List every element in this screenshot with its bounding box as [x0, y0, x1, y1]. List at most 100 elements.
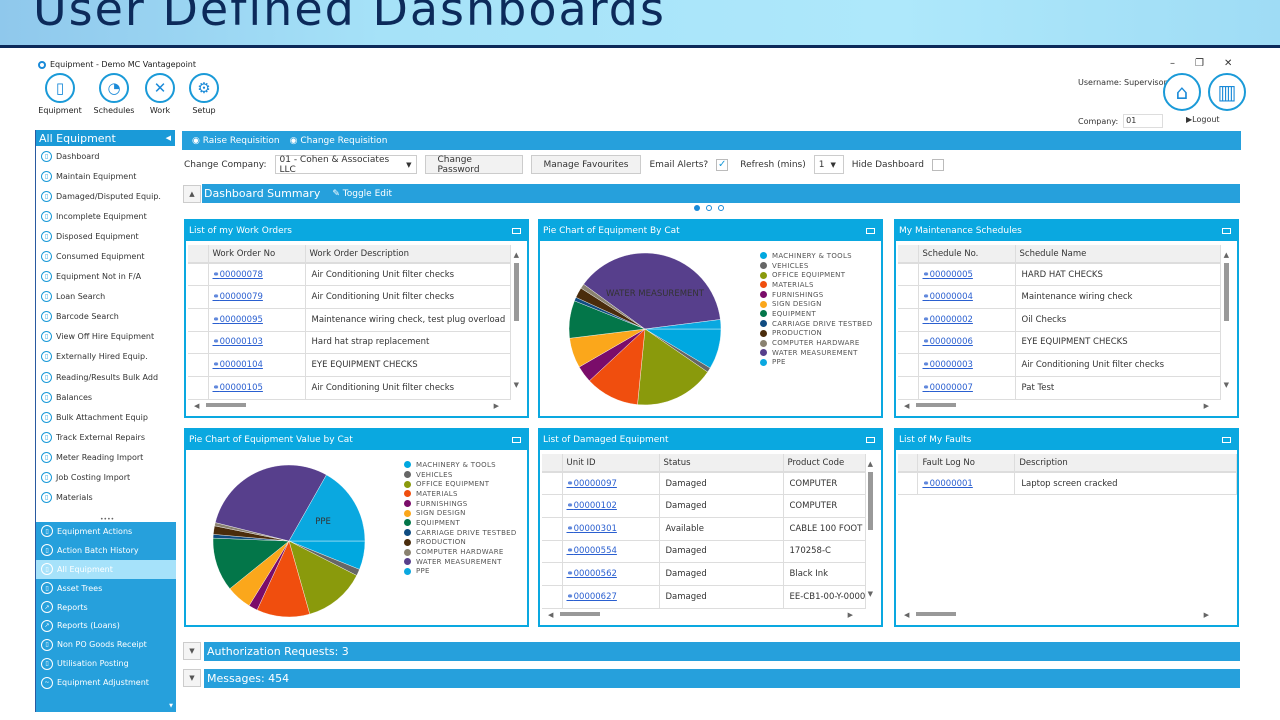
record-id[interactable]: 00000006	[929, 337, 973, 348]
module-item[interactable]: ↗ Reports	[36, 598, 176, 617]
manage-favourites-button[interactable]: Manage Favourites	[530, 155, 642, 174]
page-dot[interactable]	[706, 205, 712, 211]
record-link[interactable]: ⚭00000097	[562, 472, 660, 496]
record-link[interactable]: ⚭00000004	[918, 285, 1016, 309]
scroll-down-icon[interactable]: ▼	[513, 381, 519, 389]
record-id[interactable]: 00000095	[219, 314, 263, 325]
row-selector[interactable]	[188, 353, 209, 377]
row-selector[interactable]	[898, 331, 919, 355]
record-id[interactable]: 00000007	[929, 382, 973, 393]
record-id[interactable]: 00000627	[573, 591, 617, 602]
sidebar-item[interactable]: ▯ Materials	[36, 488, 175, 508]
legend-item[interactable]: VEHICLES	[404, 470, 517, 480]
refresh-select[interactable]: 1 ▼	[813, 155, 844, 174]
column-header[interactable]: Work Order No	[208, 245, 306, 264]
sidebar-item[interactable]: ▯ Meter Reading Import	[36, 447, 175, 467]
table-row[interactable]: ⚭00000079 Air Conditioning Unit filter ch…	[188, 285, 511, 309]
record-id[interactable]: 00000001	[929, 478, 973, 489]
logout-link[interactable]: ▶Logout	[1186, 115, 1220, 124]
restore-button[interactable]: ❐	[1195, 58, 1204, 69]
ribbon-schedules-button[interactable]: ◔ Schedules	[92, 73, 136, 115]
row-selector[interactable]	[188, 263, 209, 287]
table-row[interactable]: ⚭00000102 Damaged COMPUTER	[542, 494, 867, 518]
table-row[interactable]: ⚭00000095 Maintenance wiring check, test …	[188, 308, 511, 332]
legend-item[interactable]: COMPUTER HARDWARE	[760, 338, 873, 348]
sidebar-item[interactable]: ▯ Equipment Not in F/A	[36, 267, 175, 287]
scroll-down-icon[interactable]: ▼	[169, 703, 173, 709]
collapse-icon[interactable]: ◀	[165, 134, 171, 142]
legend-item[interactable]: EQUIPMENT	[760, 309, 873, 319]
horizontal-scrollbar[interactable]	[560, 612, 600, 616]
maximize-icon[interactable]	[866, 437, 875, 443]
pie-slice-office-equipment[interactable]	[288, 540, 357, 615]
row-selector[interactable]	[898, 285, 919, 309]
table-row[interactable]: ⚭00000301 Available CABLE 100 FOOT	[542, 517, 867, 541]
email-alerts-checkbox[interactable]: ✓	[716, 158, 729, 171]
horizontal-scrollbar[interactable]	[916, 612, 956, 616]
record-id[interactable]: 00000562	[573, 569, 617, 580]
pie-slice-water-measurement[interactable]	[583, 252, 721, 330]
legend-item[interactable]: CARRIAGE DRIVE TESTBED	[760, 319, 873, 329]
table-row[interactable]: ⚭00000627 Damaged EE-CB1-00-Y-0000	[542, 585, 867, 609]
legend-item[interactable]: MACHINERY & TOOLS	[760, 251, 873, 261]
toggle-edit-button[interactable]: ✎ Toggle Edit	[332, 189, 392, 199]
row-selector[interactable]	[542, 494, 563, 518]
maximize-icon[interactable]	[1222, 228, 1231, 234]
legend-item[interactable]: MATERIALS	[404, 489, 517, 499]
legend-item[interactable]: OFFICE EQUIPMENT	[404, 479, 517, 489]
scroll-up-icon[interactable]: ▲	[513, 251, 519, 259]
module-item[interactable]: ▯ Action Batch History	[36, 541, 176, 560]
column-header[interactable]: Description	[1014, 454, 1237, 473]
legend-item[interactable]: COMPUTER HARDWARE	[404, 547, 517, 557]
module-item[interactable]: ▯ Utilisation Posting	[36, 654, 176, 673]
record-id[interactable]: 00000102	[573, 501, 617, 512]
row-selector[interactable]	[898, 376, 919, 400]
minimize-button[interactable]: –	[1170, 58, 1175, 69]
pie-slice-ppe[interactable]	[288, 474, 366, 542]
sidebar-item[interactable]: ▯ Job Costing Import	[36, 468, 175, 488]
messages-bar[interactable]: Messages: 454	[204, 669, 1240, 688]
table-row[interactable]: ⚭00000001 Laptop screen cracked	[898, 472, 1237, 496]
sidebar-item[interactable]: ▯ Incomplete Equipment	[36, 206, 175, 226]
table-row[interactable]: ⚭00000006 EYE EQUIPMENT CHECKS	[898, 331, 1221, 355]
module-item[interactable]: ▯ All Equipment	[36, 559, 176, 579]
record-link[interactable]: ⚭00000105	[208, 376, 306, 400]
table-row[interactable]: ⚭00000007 Pat Test	[898, 376, 1221, 400]
column-header[interactable]: Status	[659, 454, 784, 473]
record-link[interactable]: ⚭00000005	[918, 263, 1016, 287]
record-link[interactable]: ⚭00000104	[208, 353, 306, 377]
record-id[interactable]: 00000554	[573, 546, 617, 557]
legend-item[interactable]: WATER MEASUREMENT	[404, 557, 517, 567]
module-item[interactable]: ▯ Asset Trees	[36, 579, 176, 598]
record-link[interactable]: ⚭00000006	[918, 331, 1016, 355]
table-row[interactable]: ⚭00000005 HARD HAT CHECKS	[898, 263, 1221, 287]
record-id[interactable]: 00000005	[929, 269, 973, 280]
sidebar-item[interactable]: ▯ View Off Hire Equipment	[36, 327, 175, 347]
sidebar-item[interactable]: ▯ Balances	[36, 387, 175, 407]
scroll-up-icon[interactable]: ▲	[1223, 251, 1229, 259]
column-header[interactable]: Fault Log No	[917, 454, 1016, 473]
maximize-icon[interactable]	[512, 228, 521, 234]
legend-item[interactable]: FURNISHINGS	[760, 290, 873, 300]
legend-item[interactable]: PRODUCTION	[760, 329, 873, 339]
legend-item[interactable]: EQUIPMENT	[404, 518, 517, 528]
company-input[interactable]: 01	[1123, 114, 1164, 128]
legend-item[interactable]: SIGN DESIGN	[404, 508, 517, 518]
record-link[interactable]: ⚭00000301	[562, 517, 660, 541]
record-id[interactable]: 00000002	[929, 314, 973, 325]
horizontal-scrollbar[interactable]	[206, 403, 246, 407]
scroll-right-icon[interactable]: ▶	[1203, 611, 1209, 619]
close-button[interactable]: ✕	[1223, 58, 1233, 69]
row-selector[interactable]	[188, 331, 209, 355]
table-row[interactable]: ⚭00000004 Maintenance wiring check	[898, 285, 1221, 309]
row-selector[interactable]	[542, 585, 563, 609]
maximize-icon[interactable]	[1222, 437, 1231, 443]
scroll-left-icon[interactable]: ◀	[904, 402, 910, 410]
pie-slice-office-equipment[interactable]	[637, 328, 708, 406]
sidebar-item[interactable]: ▯ Bulk Attachment Equip	[36, 407, 175, 427]
pie-slice-ppe[interactable]	[644, 319, 722, 330]
record-id[interactable]: 00000105	[219, 382, 263, 393]
column-header[interactable]: Work Order Description	[305, 245, 511, 264]
scroll-up-icon[interactable]: ▲	[867, 460, 873, 468]
record-link[interactable]: ⚭00000562	[562, 562, 660, 586]
